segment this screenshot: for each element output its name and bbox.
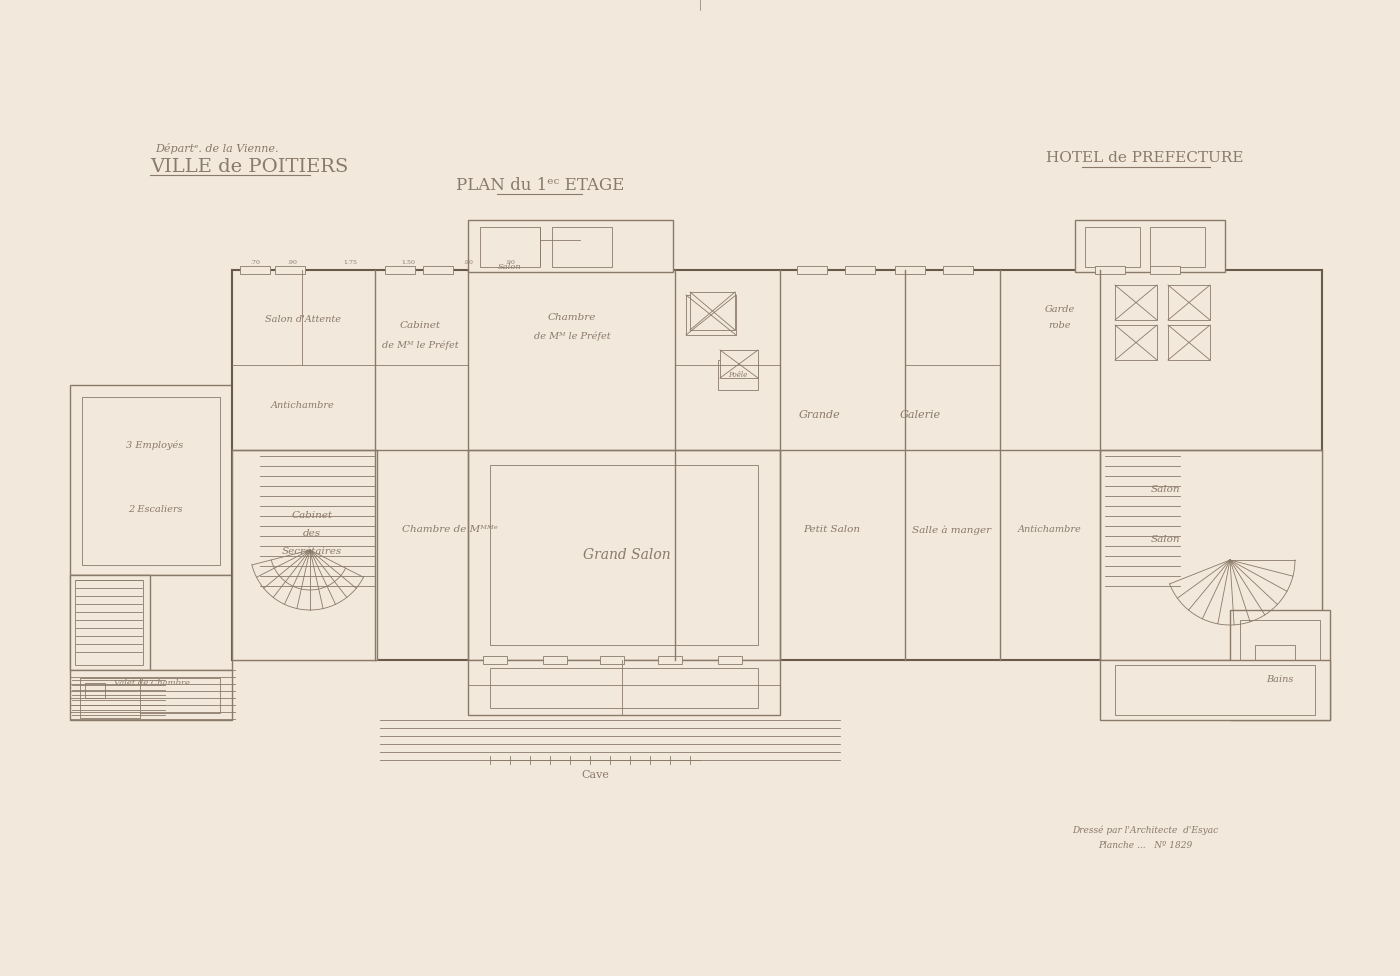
Text: HOTEL de PREFECTURE: HOTEL de PREFECTURE [1046,151,1243,165]
Text: 3 Employés: 3 Employés [126,440,183,450]
Bar [1114,325,1156,360]
Text: Antichambre: Antichambre [1018,525,1082,535]
Text: Cave: Cave [581,770,609,780]
Bar [1240,620,1320,710]
Bar [76,580,143,665]
Bar [1149,227,1205,267]
Bar [70,385,232,575]
Text: Cabinet: Cabinet [291,510,333,519]
Bar [490,668,757,708]
Text: Dressé par l'Architecte  d'Esyac: Dressé par l'Architecte d'Esyac [1072,826,1218,834]
Text: PLAN du 1ᵉᶜ ETAGE: PLAN du 1ᵉᶜ ETAGE [456,177,624,193]
Bar [83,678,220,713]
Bar [1168,325,1210,360]
Text: Grand Salon: Grand Salon [584,548,671,562]
Text: .70: .70 [251,261,260,265]
Text: .90: .90 [287,261,297,265]
Bar [468,660,780,715]
Bar [1114,285,1156,320]
Bar [1085,227,1140,267]
Bar [1095,266,1126,274]
Bar [552,227,612,267]
Text: Galerie: Galerie [899,410,941,420]
Bar [70,670,232,720]
Text: Secrétaires: Secrétaires [281,547,342,555]
Text: Grande: Grande [799,410,841,420]
Text: Cabinet: Cabinet [399,320,441,330]
Bar [85,683,105,698]
Text: Salon: Salon [1151,485,1180,495]
Text: des: des [302,528,321,538]
Bar [468,220,673,272]
Bar [543,656,567,664]
Bar [1254,645,1295,675]
Bar [423,266,454,274]
Bar [483,656,507,664]
Text: de Mᴹ le Préfet: de Mᴹ le Préfet [533,331,610,341]
Bar [83,397,220,565]
Bar [274,266,305,274]
Text: Petit Salon: Petit Salon [804,525,861,535]
Text: Salon: Salon [498,263,522,271]
Text: robe: robe [1049,320,1071,330]
Bar [690,292,735,330]
Bar [1149,266,1180,274]
Text: Bains: Bains [1267,675,1294,684]
Bar [70,575,232,670]
Bar [490,465,757,645]
Text: Garde: Garde [1044,305,1075,314]
Text: .90: .90 [505,261,515,265]
Bar [895,266,925,274]
Text: 2 Escaliers: 2 Escaliers [127,506,182,514]
Bar [385,266,414,274]
Bar [944,266,973,274]
Bar [718,656,742,664]
Bar [846,266,875,274]
Bar [468,450,780,660]
Text: Chambre de Mᴹᴹᵉ: Chambre de Mᴹᴹᵉ [402,525,498,535]
Text: 1.75: 1.75 [343,261,357,265]
Bar [686,295,736,335]
Bar [1075,220,1225,272]
Text: Planche ...   Nº 1829: Planche ... Nº 1829 [1098,840,1193,849]
Bar [1168,285,1210,320]
Bar [480,227,540,267]
Text: Salon d'Attente: Salon d'Attente [265,315,342,324]
Bar [1100,660,1330,720]
Text: de Mᴹ le Préfet: de Mᴹ le Préfet [382,341,458,349]
Text: Départᵉ. de la Vienne.: Départᵉ. de la Vienne. [155,142,279,153]
Bar [601,656,624,664]
Bar [1114,665,1315,715]
Text: Valet de Chambre: Valet de Chambre [113,679,190,687]
Bar [232,270,1322,660]
Bar [1231,610,1330,720]
Bar [1100,450,1322,660]
Bar [239,266,270,274]
Text: Salon: Salon [1151,536,1180,545]
Text: Chambre: Chambre [547,313,596,322]
Text: Salle à manger: Salle à manger [913,525,991,535]
Bar [718,360,757,390]
Text: .90: .90 [463,261,473,265]
Text: 1.50: 1.50 [400,261,414,265]
Bar [797,266,827,274]
Bar [80,678,140,718]
Bar [720,350,757,378]
Text: Poêle: Poêle [728,371,748,379]
Bar [70,575,150,670]
Text: Antichambre: Antichambre [272,400,335,410]
Text: VILLE de POITIERS: VILLE de POITIERS [150,158,349,176]
Bar [232,450,377,660]
Bar [658,656,682,664]
